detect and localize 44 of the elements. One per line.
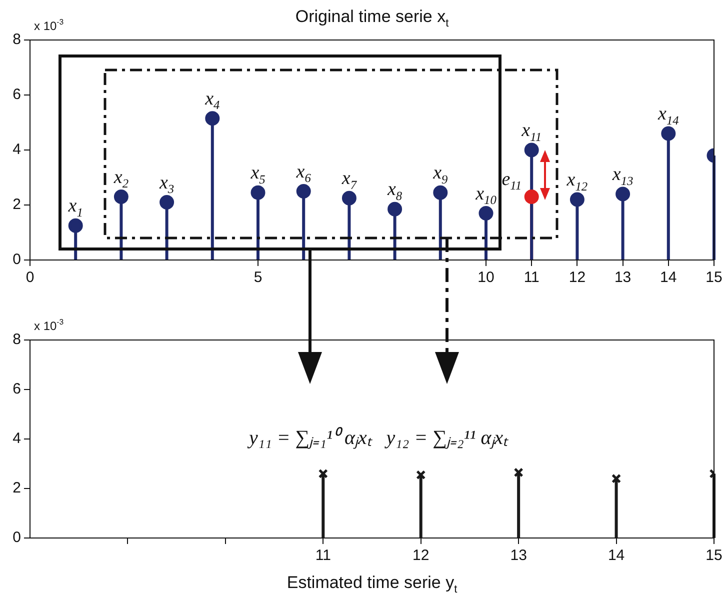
point xyxy=(570,192,584,207)
x-tick-label: 14 xyxy=(660,269,677,286)
point xyxy=(318,468,328,478)
point xyxy=(205,111,220,126)
x-tick-label: 10 xyxy=(478,269,494,286)
point xyxy=(478,206,494,220)
x-tick-label: 11 xyxy=(315,547,331,564)
x-tick-label: 12 xyxy=(412,547,430,564)
point xyxy=(416,470,426,480)
y-tick-label: 2 xyxy=(12,196,21,214)
x-tick-label: 11 xyxy=(524,269,540,286)
annotation: y₁₁ = ∑ⱼ₌₁¹⁰ αⱼxₜ xyxy=(247,426,373,449)
point xyxy=(250,185,266,200)
y-tick-label: 0 xyxy=(12,529,21,546)
point xyxy=(296,184,311,198)
x-tick-label: 5 xyxy=(254,269,262,286)
y-tick-label: 2 xyxy=(12,480,21,497)
y-tick-label: 6 xyxy=(12,86,21,104)
y-tick-label: 4 xyxy=(12,430,21,448)
y-tick-label: 6 xyxy=(12,380,21,398)
point xyxy=(388,202,402,216)
x-tick-label: 15 xyxy=(706,547,722,564)
point xyxy=(616,186,630,202)
point xyxy=(68,218,83,233)
point xyxy=(524,190,539,204)
point xyxy=(612,474,622,484)
point xyxy=(114,190,128,204)
x-tick-label: 13 xyxy=(614,269,632,286)
point xyxy=(433,185,448,200)
annotation: y₁₂ = ∑ⱼ₌₂¹¹ αⱼxₜ xyxy=(384,426,510,449)
point xyxy=(160,195,174,210)
y-tick-label: 8 xyxy=(12,331,21,348)
point xyxy=(524,142,539,158)
point xyxy=(342,190,356,206)
x-tick-label: 0 xyxy=(26,269,34,286)
x-tick-label: 13 xyxy=(510,547,527,564)
y-tick-label: 4 xyxy=(12,141,21,158)
x-tick-label: 12 xyxy=(568,269,586,286)
y-tick-label: 8 xyxy=(12,31,21,48)
y-tick-label: 0 xyxy=(12,251,21,268)
point xyxy=(661,126,676,141)
x-tick-label: 14 xyxy=(608,547,625,564)
x-tick-label: 15 xyxy=(706,269,722,286)
point xyxy=(514,468,524,478)
